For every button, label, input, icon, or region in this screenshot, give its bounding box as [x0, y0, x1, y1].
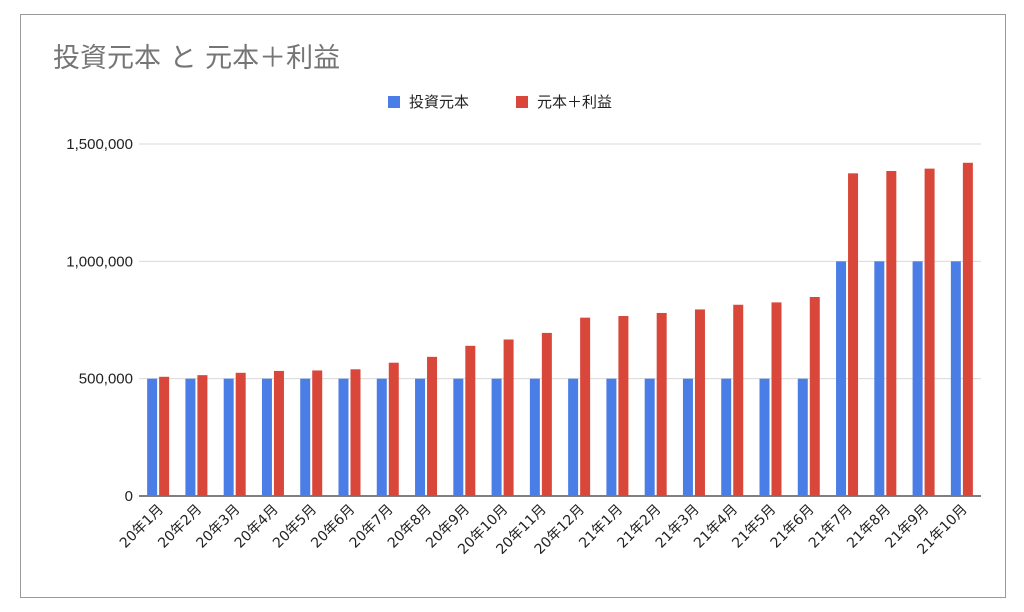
bar-principal-plus-profit: [465, 345, 476, 496]
bar-principal: [950, 261, 961, 496]
chart: 投資元本 と 元本＋利益 投資元本 元本＋利益 0 500,000 1,000,000…: [53, 43, 981, 558]
bar-principal-plus-profit: [962, 162, 973, 497]
bar-principal: [415, 378, 426, 496]
bar-principal: [759, 378, 770, 496]
y-tick-label: 500,000: [79, 371, 133, 388]
chart-frame: 投資元本 と 元本＋利益 投資元本 元本＋利益 0 500,000 1,000,000…: [20, 14, 1006, 598]
y-tick-label: 1,500,000: [66, 136, 133, 153]
x-axis: 20年1月20年2月20年3月20年4月20年5月20年6月20年7月20年8月…: [117, 502, 971, 558]
bar-principal: [912, 261, 923, 496]
bar-principal: [606, 378, 617, 496]
bar-principal-plus-profit: [771, 302, 782, 496]
bar-principal-plus-profit: [733, 304, 744, 496]
bar-principal: [529, 378, 540, 496]
bars: [147, 162, 973, 497]
legend-label-2: 元本＋利益: [537, 93, 612, 111]
bar-principal: [644, 378, 655, 496]
bar-principal-plus-profit: [427, 356, 438, 496]
bar-principal: [453, 378, 464, 496]
bar-principal-plus-profit: [886, 170, 897, 496]
bar-principal: [261, 378, 272, 496]
bar-principal-plus-profit: [350, 369, 361, 496]
bar-principal-plus-profit: [388, 362, 399, 496]
bar-principal: [223, 378, 234, 496]
bar-principal-plus-profit: [694, 309, 705, 496]
bar-principal-plus-profit: [273, 370, 284, 496]
bar-principal: [376, 378, 387, 496]
y-axis: 0 500,000 1,000,000 1,500,000: [66, 136, 133, 505]
bar-principal-plus-profit: [503, 339, 514, 496]
bar-principal-plus-profit: [809, 297, 820, 496]
bar-principal-plus-profit: [656, 312, 667, 496]
bar-principal: [721, 378, 732, 496]
bar-principal-plus-profit: [580, 317, 591, 496]
bar-principal: [338, 378, 349, 496]
legend-label-1: 投資元本: [409, 93, 469, 111]
bar-principal-plus-profit: [235, 372, 246, 496]
bar-principal: [682, 378, 693, 496]
bar-principal: [874, 261, 885, 496]
y-tick-label: 0: [125, 488, 133, 505]
bar-principal: [797, 378, 808, 496]
legend-swatch-1: [388, 96, 400, 108]
legend-swatch-2: [516, 96, 528, 108]
chart-title: 投資元本 と 元本＋利益: [53, 43, 340, 74]
bar-principal-plus-profit: [924, 168, 935, 496]
bar-principal-plus-profit: [159, 376, 170, 496]
y-tick-label: 1,000,000: [66, 253, 133, 270]
bar-principal: [300, 378, 311, 496]
bar-principal-plus-profit: [618, 316, 629, 496]
bar-principal-plus-profit: [541, 332, 552, 496]
bar-principal-plus-profit: [197, 375, 208, 496]
bar-principal: [147, 378, 158, 496]
bar-principal: [185, 378, 196, 496]
legend: 投資元本 元本＋利益: [388, 93, 612, 111]
bar-principal-plus-profit: [312, 370, 323, 496]
bar-principal: [491, 378, 502, 496]
bar-principal-plus-profit: [848, 173, 859, 497]
bar-principal: [568, 378, 579, 496]
bar-principal: [836, 261, 847, 496]
